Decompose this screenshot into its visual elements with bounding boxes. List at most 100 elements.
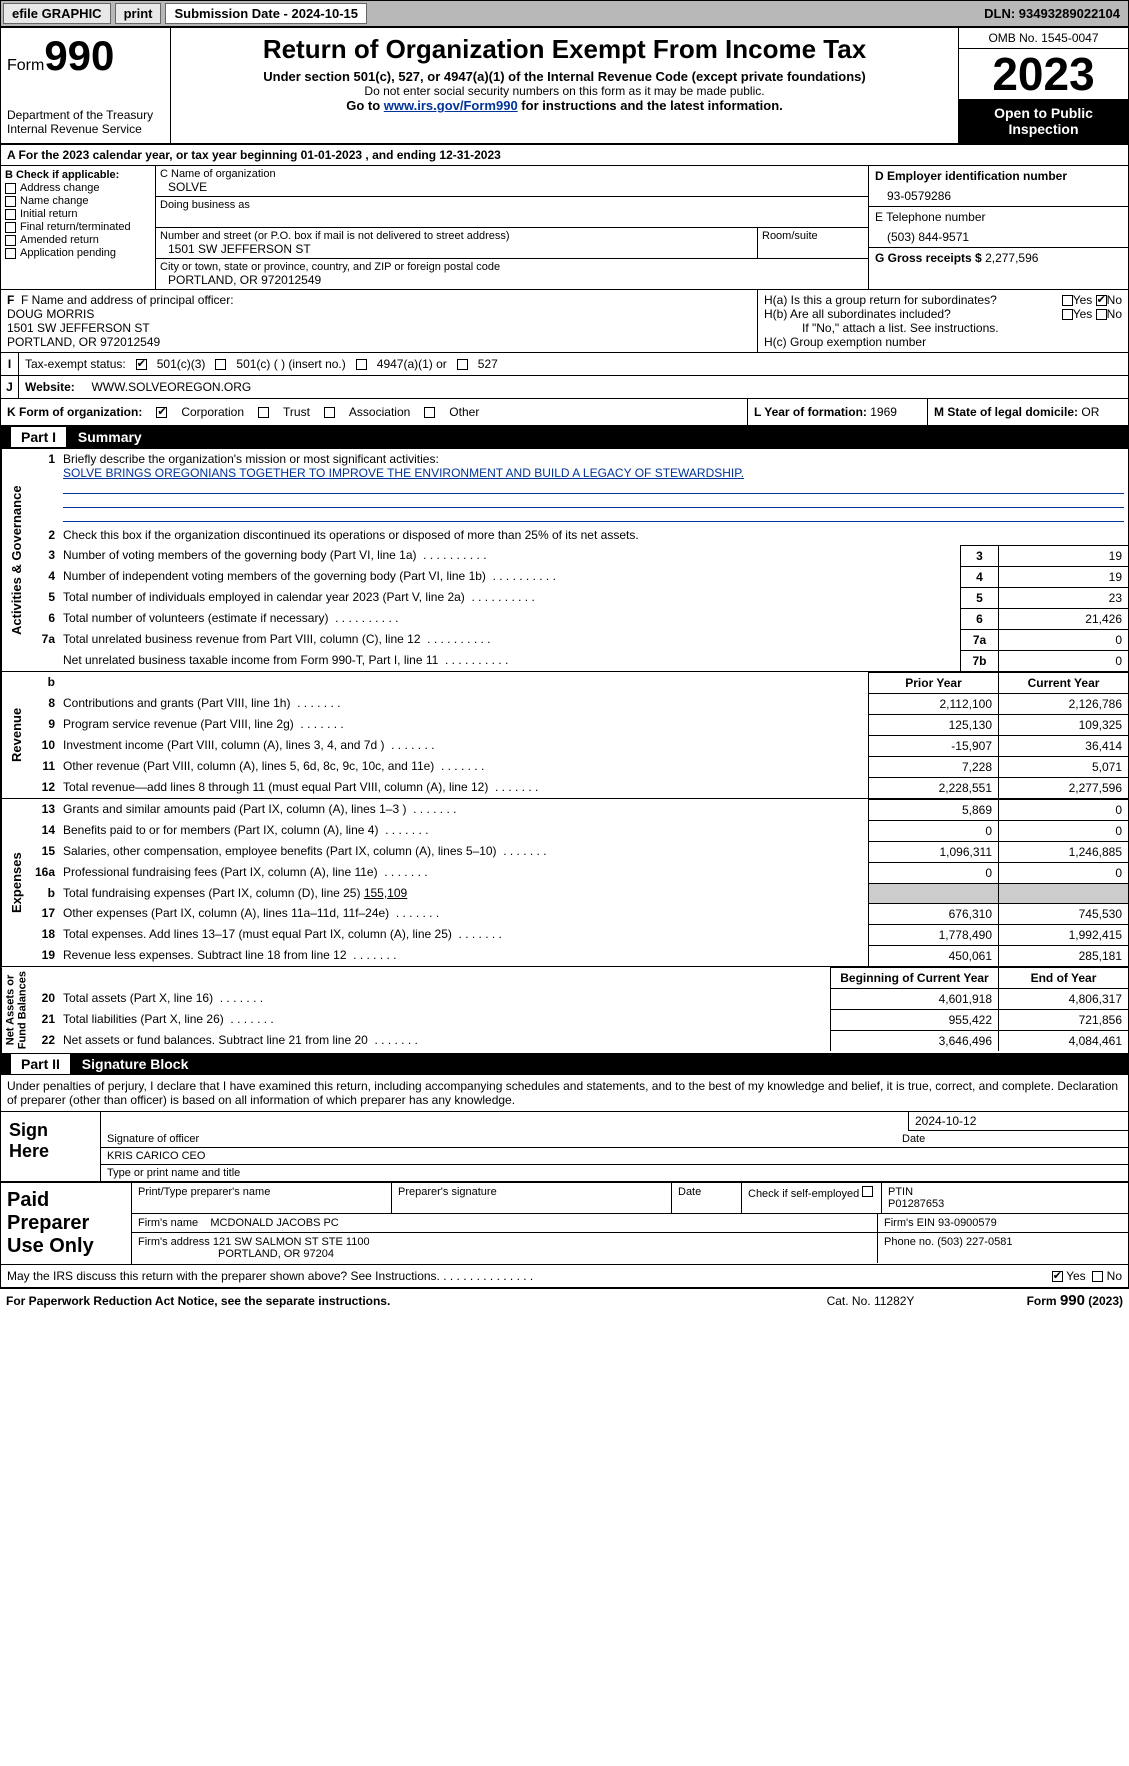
footer: For Paperwork Reduction Act Notice, see …: [0, 1289, 1129, 1312]
firm-phone: (503) 227-0581: [937, 1236, 1012, 1248]
subtitle-2: Do not enter social security numbers on …: [179, 84, 950, 98]
summary-revenue: Revenue b Prior Year Current Year 8 Cont…: [1, 671, 1128, 798]
phone: (503) 844-9571: [875, 224, 1122, 244]
chk-501c3[interactable]: [136, 359, 147, 370]
ptin: P01287653: [888, 1198, 1122, 1210]
status-website-row: I Tax-exempt status: 501(c)(3) 501(c) ( …: [1, 352, 1128, 375]
ein: 93-0579286: [875, 183, 1122, 203]
vlabel-governance: Activities & Governance: [1, 449, 31, 671]
chk-discuss-no[interactable]: [1092, 1271, 1103, 1282]
print-button[interactable]: print: [115, 3, 162, 24]
top-toolbar: efile GRAPHIC print Submission Date - 20…: [0, 0, 1129, 27]
form-footer: Form 990 (2023): [1027, 1292, 1123, 1309]
officer-addr2: PORTLAND, OR 972012549: [7, 335, 751, 349]
box-b: B Check if applicable: Address change Na…: [1, 166, 156, 289]
box-h: H(a) Is this a group return for subordin…: [758, 290, 1128, 352]
summary-line-11: 11 Other revenue (Part VIII, column (A),…: [31, 756, 1128, 777]
chk-ha-yes[interactable]: [1062, 295, 1073, 306]
chk-assoc[interactable]: [324, 407, 335, 418]
officer-addr1: 1501 SW JEFFERSON ST: [7, 321, 751, 335]
dln-label: DLN: 93493289022104: [984, 6, 1126, 21]
chk-initial-return[interactable]: [5, 209, 16, 220]
chk-other[interactable]: [424, 407, 435, 418]
summary-line-4: 4 Number of independent voting members o…: [31, 566, 1128, 587]
chk-hb-no[interactable]: [1096, 309, 1107, 320]
summary-line-14: 14 Benefits paid to or for members (Part…: [31, 820, 1128, 841]
sig-date: 2024-10-12: [908, 1112, 1128, 1131]
summary-line-15: 15 Salaries, other compensation, employe…: [31, 841, 1128, 862]
city-state-zip: PORTLAND, OR 972012549: [156, 273, 868, 289]
summary-expenses: Expenses 13 Grants and similar amounts p…: [1, 798, 1128, 966]
form-header: Form990 Department of the Treasury Inter…: [1, 28, 1128, 145]
website-row: J Website: WWW.SOLVEOREGON.ORG: [1, 375, 1128, 398]
fundraising-total: 155,109: [364, 886, 407, 900]
dept-treasury: Department of the Treasury: [7, 108, 164, 122]
officer-name: DOUG MORRIS: [7, 307, 751, 321]
entity-block: B Check if applicable: Address change Na…: [1, 166, 1128, 289]
subtitle-3: Go to www.irs.gov/Form990 for instructio…: [179, 98, 950, 113]
vlabel-netassets: Net Assets orFund Balances: [1, 967, 31, 1053]
chk-final-return[interactable]: [5, 222, 16, 233]
summary-line-13: 13 Grants and similar amounts paid (Part…: [31, 799, 1128, 820]
form-prefix: Form: [7, 57, 44, 74]
chk-address-change[interactable]: [5, 183, 16, 194]
summary-line-16a: 16a Professional fundraising fees (Part …: [31, 862, 1128, 883]
chk-name-change[interactable]: [5, 196, 16, 207]
summary-line-7a: 7a Total unrelated business revenue from…: [31, 629, 1128, 650]
summary-line-18: 18 Total expenses. Add lines 13–17 (must…: [31, 924, 1128, 945]
form990-link[interactable]: www.irs.gov/Form990: [384, 98, 518, 113]
chk-corp[interactable]: [156, 407, 167, 418]
summary-line-10: 10 Investment income (Part VIII, column …: [31, 735, 1128, 756]
discuss-row: May the IRS discuss this return with the…: [1, 1264, 1128, 1288]
chk-amended[interactable]: [5, 235, 16, 246]
vlabel-expenses: Expenses: [1, 799, 31, 966]
chk-ha-no[interactable]: [1096, 295, 1107, 306]
summary-line-5: 5 Total number of individuals employed i…: [31, 587, 1128, 608]
chk-4947[interactable]: [356, 359, 367, 370]
summary-line-9: 9 Program service revenue (Part VIII, li…: [31, 714, 1128, 735]
officer-h-block: F F Name and address of principal office…: [1, 289, 1128, 352]
efile-button[interactable]: efile GRAPHIC: [3, 3, 111, 24]
summary-netassets: Net Assets orFund Balances Beginning of …: [1, 966, 1128, 1053]
tax-exempt: Tax-exempt status: 501(c)(3) 501(c) ( ) …: [19, 353, 1128, 375]
chk-app-pending[interactable]: [5, 248, 16, 259]
part2-header: Part II Signature Block: [1, 1053, 1128, 1075]
summary-line-12: 12 Total revenue—add lines 8 through 11 …: [31, 777, 1128, 798]
form-number: Form990: [7, 32, 164, 80]
part1-header: Part I Summary: [1, 426, 1128, 448]
domicile-state: OR: [1081, 405, 1099, 419]
tax-year: 2023: [959, 49, 1128, 99]
omb-number: OMB No. 1545-0047: [959, 28, 1128, 49]
chk-501c[interactable]: [215, 359, 226, 370]
form-num: 990: [44, 32, 114, 79]
penalty-statement: Under penalties of perjury, I declare th…: [1, 1075, 1128, 1112]
submission-date: Submission Date - 2024-10-15: [165, 3, 367, 24]
summary-line-19: 19 Revenue less expenses. Subtract line …: [31, 945, 1128, 966]
chk-self-employed[interactable]: [862, 1186, 873, 1197]
firm-name: MCDONALD JACOBS PC: [210, 1217, 338, 1229]
period-row: A For the 2023 calendar year, or tax yea…: [1, 145, 1128, 166]
summary-line-20: 20 Total assets (Part X, line 16) . . . …: [31, 988, 1128, 1009]
firm-addr2: PORTLAND, OR 97204: [138, 1248, 334, 1260]
box-c: C Name of organization SOLVE Doing busin…: [156, 166, 868, 289]
chk-hb-yes[interactable]: [1062, 309, 1073, 320]
summary-line-6: 6 Total number of volunteers (estimate i…: [31, 608, 1128, 629]
summary-line-7b: Net unrelated business taxable income fr…: [31, 650, 1128, 671]
sign-here-block: Sign Here 2024-10-12 Signature of office…: [1, 1112, 1128, 1182]
chk-discuss-yes[interactable]: [1052, 1271, 1063, 1282]
vlabel-revenue: Revenue: [1, 672, 31, 798]
paid-preparer-block: Paid Preparer Use Only Print/Type prepar…: [1, 1182, 1128, 1264]
form-990: Form990 Department of the Treasury Inter…: [0, 27, 1129, 1289]
dba: [156, 211, 868, 227]
subtitle-1: Under section 501(c), 527, or 4947(a)(1)…: [179, 69, 950, 84]
summary-line-17: 17 Other expenses (Part IX, column (A), …: [31, 903, 1128, 924]
chk-527[interactable]: [457, 359, 468, 370]
public-inspection: Open to Public Inspection: [959, 99, 1128, 143]
right-column: D Employer identification number 93-0579…: [868, 166, 1128, 289]
mission-statement: SOLVE BRINGS OREGONIANS TOGETHER TO IMPR…: [63, 466, 744, 480]
org-name: SOLVE: [156, 180, 868, 196]
chk-trust[interactable]: [258, 407, 269, 418]
street-address: 1501 SW JEFFERSON ST: [156, 242, 757, 258]
website-url: WWW.SOLVEOREGON.ORG: [91, 380, 251, 394]
form-title: Return of Organization Exempt From Incom…: [179, 34, 950, 65]
